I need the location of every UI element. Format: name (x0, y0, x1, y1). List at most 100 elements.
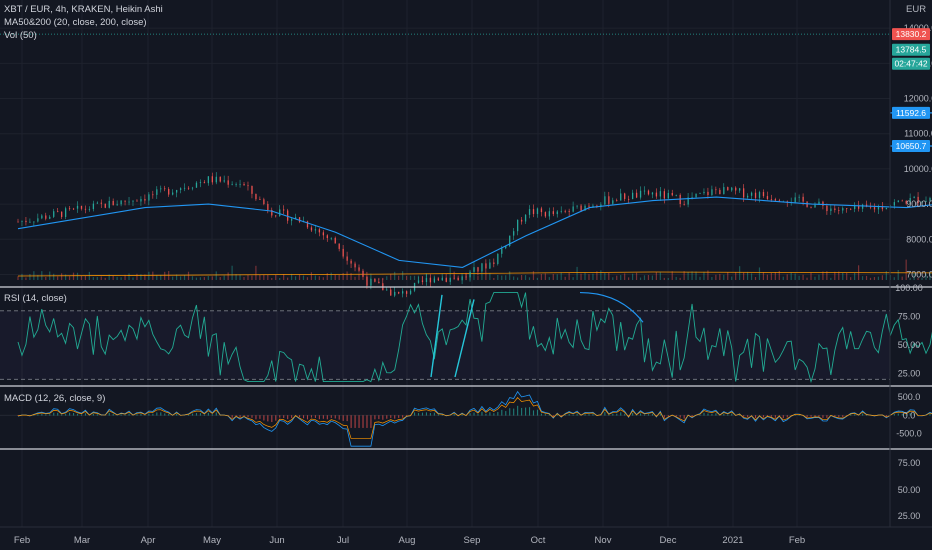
volume-bar (124, 274, 126, 280)
rsi-line (17, 292, 932, 384)
macd-histogram-bar (885, 415, 887, 417)
macd-histogram-bar (318, 415, 320, 420)
candle-body (120, 200, 122, 205)
candle-body (112, 200, 114, 206)
volume-bar (68, 276, 71, 280)
macd-histogram-bar (897, 413, 899, 416)
candle-body (386, 289, 388, 291)
candle-body (279, 209, 281, 217)
volume-bar (536, 277, 539, 280)
chart-title[interactable]: XBT / EUR, 4h, KRAKEN, Heikin Ashi (4, 4, 163, 15)
macd-histogram-bar (69, 412, 71, 416)
candle-body (608, 196, 610, 204)
volume-bar (850, 277, 852, 280)
macd-histogram-bar (517, 405, 519, 416)
volume-bar (826, 271, 828, 280)
candle-body (255, 193, 257, 200)
macd-histogram-bar (572, 414, 574, 416)
volume-bar (810, 272, 812, 280)
volume-bar (913, 272, 915, 280)
macd-histogram-bar (901, 413, 903, 416)
candle-body (624, 193, 626, 199)
volume-bar (568, 272, 570, 280)
candle-body (231, 184, 233, 185)
macd-histogram-bar (794, 414, 796, 416)
macd-signal-line (17, 397, 932, 439)
macd-histogram-bar (195, 413, 198, 416)
candle-body (826, 205, 828, 212)
volume-bar (29, 274, 31, 280)
volume-bar (136, 273, 138, 280)
candle-body (215, 176, 217, 183)
macd-histogram-bar (65, 414, 67, 416)
macd-histogram-bar (299, 415, 301, 418)
candle-body (913, 196, 915, 198)
candle-body (29, 221, 31, 223)
candle-body (394, 291, 396, 296)
time-axis[interactable]: Feb Mar Apr May Jun Jul Aug Sep Oct Nov Dec 2021 Feb (14, 535, 805, 546)
volume-bar (715, 274, 717, 280)
candle-body (631, 192, 634, 200)
volume-bar (592, 273, 594, 280)
horizontal-levels[interactable] (0, 33, 932, 147)
volume-bar (61, 273, 63, 280)
candle-body (596, 205, 598, 207)
macd-line (17, 390, 932, 447)
rsi-legend[interactable]: RSI (14, close) (4, 293, 67, 304)
volume-bar (219, 277, 221, 280)
volume-bar (76, 272, 79, 280)
price-badge-text: 10650.7 (896, 141, 927, 151)
macd-histogram-bar (770, 415, 772, 417)
macd-histogram-bar (850, 414, 852, 416)
candle-body (628, 198, 630, 200)
volume-bar (398, 275, 400, 280)
candle-body (275, 215, 277, 217)
volume-bar (532, 271, 535, 280)
ma-legend[interactable]: MA50&200 (20, close, 200, close) (4, 17, 147, 28)
candle-body (179, 188, 182, 190)
candle-body (584, 205, 586, 211)
volume-bar (314, 275, 316, 280)
volume-bar (413, 275, 416, 280)
rsi-pane (0, 291, 932, 384)
volume-ma-line (17, 271, 932, 277)
candle-body (647, 190, 650, 195)
volume-bar (552, 274, 554, 280)
volume-bar (778, 270, 780, 280)
macd-histogram-bar (271, 415, 273, 423)
candle-body (925, 200, 927, 202)
volume-bar (727, 272, 729, 280)
candle-body (49, 216, 51, 219)
price-badge-text: 02:47:42 (894, 59, 927, 69)
macd-histogram-bar (207, 412, 209, 416)
candle-body (124, 200, 126, 202)
rsi-trendline (454, 299, 475, 378)
volume-bar (350, 273, 352, 280)
ma-line (17, 196, 932, 268)
volume-legend[interactable]: Vol (50) (4, 30, 37, 41)
candle-body (314, 229, 317, 231)
macd-histogram-bar (568, 413, 570, 416)
candle-body (854, 205, 856, 210)
candle-body (322, 232, 325, 236)
volume-bar (588, 274, 590, 280)
macd-legend[interactable]: MACD (12, 26, close, 9) (4, 393, 106, 404)
volume-bar (45, 276, 47, 280)
macd-histogram-bar (481, 411, 483, 416)
macd-histogram-bar (600, 415, 602, 416)
price-axis[interactable]: 14000.013000.012000.011000.010000.09000.… (895, 23, 932, 521)
volume-bar (580, 273, 582, 280)
volume-bar (719, 273, 721, 280)
volume-bar (520, 274, 523, 280)
volume-bar (750, 273, 753, 280)
candle-body (798, 196, 800, 198)
volume-bar (731, 276, 733, 280)
candle-body (425, 278, 428, 283)
macd-histogram-bar (37, 414, 39, 416)
macd-histogram-bar (929, 414, 931, 416)
volume-bar (160, 275, 162, 280)
candle-body (17, 221, 19, 223)
macd-histogram-bar (33, 414, 35, 416)
price-tick-label: 7000.0 (906, 269, 932, 279)
